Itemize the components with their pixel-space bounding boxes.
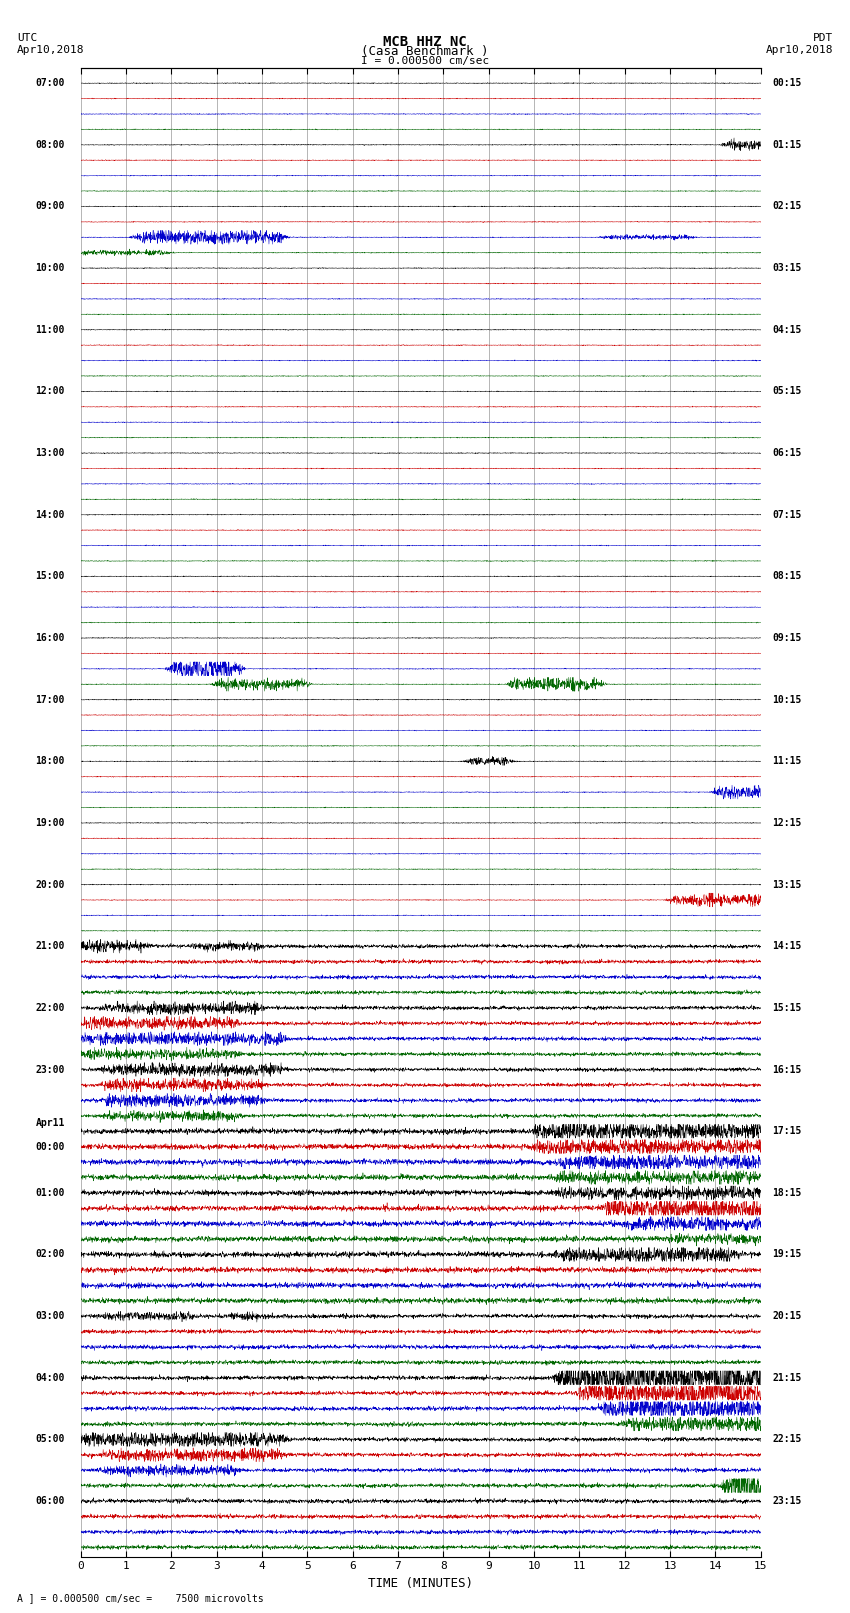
Text: 02:00: 02:00 <box>36 1250 65 1260</box>
Text: MCB HHZ NC: MCB HHZ NC <box>383 35 467 48</box>
Text: 13:00: 13:00 <box>36 448 65 458</box>
Text: 23:00: 23:00 <box>36 1065 65 1074</box>
Text: 08:15: 08:15 <box>772 571 802 581</box>
Text: 11:15: 11:15 <box>772 756 802 766</box>
Text: 00:15: 00:15 <box>772 77 802 89</box>
Text: 05:00: 05:00 <box>36 1434 65 1444</box>
Text: 02:15: 02:15 <box>772 202 802 211</box>
Text: 19:15: 19:15 <box>772 1250 802 1260</box>
Text: 17:00: 17:00 <box>36 695 65 705</box>
Text: 21:15: 21:15 <box>772 1373 802 1382</box>
Text: 11:00: 11:00 <box>36 324 65 336</box>
Text: 07:15: 07:15 <box>772 510 802 519</box>
Text: 06:00: 06:00 <box>36 1497 65 1507</box>
Text: 09:15: 09:15 <box>772 632 802 644</box>
Text: 22:00: 22:00 <box>36 1003 65 1013</box>
Text: 01:00: 01:00 <box>36 1187 65 1198</box>
Text: 20:00: 20:00 <box>36 879 65 890</box>
Text: 08:00: 08:00 <box>36 140 65 150</box>
X-axis label: TIME (MINUTES): TIME (MINUTES) <box>368 1578 473 1590</box>
Text: 09:00: 09:00 <box>36 202 65 211</box>
Text: 04:15: 04:15 <box>772 324 802 336</box>
Text: 03:15: 03:15 <box>772 263 802 273</box>
Text: 17:15: 17:15 <box>772 1126 802 1136</box>
Text: UTC
Apr10,2018: UTC Apr10,2018 <box>17 32 84 55</box>
Text: Apr11: Apr11 <box>36 1118 65 1127</box>
Text: 10:15: 10:15 <box>772 695 802 705</box>
Text: 04:00: 04:00 <box>36 1373 65 1382</box>
Text: 10:00: 10:00 <box>36 263 65 273</box>
Text: 22:15: 22:15 <box>772 1434 802 1444</box>
Text: (Casa Benchmark ): (Casa Benchmark ) <box>361 45 489 58</box>
Text: 20:15: 20:15 <box>772 1311 802 1321</box>
Text: 00:00: 00:00 <box>36 1142 65 1152</box>
Text: 01:15: 01:15 <box>772 140 802 150</box>
Text: 14:15: 14:15 <box>772 942 802 952</box>
Text: 15:15: 15:15 <box>772 1003 802 1013</box>
Text: 06:15: 06:15 <box>772 448 802 458</box>
Text: 23:15: 23:15 <box>772 1497 802 1507</box>
Text: PDT
Apr10,2018: PDT Apr10,2018 <box>766 32 833 55</box>
Text: 18:15: 18:15 <box>772 1187 802 1198</box>
Text: 05:15: 05:15 <box>772 387 802 397</box>
Text: 16:15: 16:15 <box>772 1065 802 1074</box>
Text: I = 0.000500 cm/sec: I = 0.000500 cm/sec <box>361 56 489 66</box>
Text: 19:00: 19:00 <box>36 818 65 827</box>
Text: 12:00: 12:00 <box>36 387 65 397</box>
Text: 07:00: 07:00 <box>36 77 65 89</box>
Text: 16:00: 16:00 <box>36 632 65 644</box>
Text: A ] = 0.000500 cm/sec =    7500 microvolts: A ] = 0.000500 cm/sec = 7500 microvolts <box>17 1594 264 1603</box>
Text: 03:00: 03:00 <box>36 1311 65 1321</box>
Text: 15:00: 15:00 <box>36 571 65 581</box>
Text: 12:15: 12:15 <box>772 818 802 827</box>
Text: 21:00: 21:00 <box>36 942 65 952</box>
Text: 13:15: 13:15 <box>772 879 802 890</box>
Text: 18:00: 18:00 <box>36 756 65 766</box>
Text: 14:00: 14:00 <box>36 510 65 519</box>
